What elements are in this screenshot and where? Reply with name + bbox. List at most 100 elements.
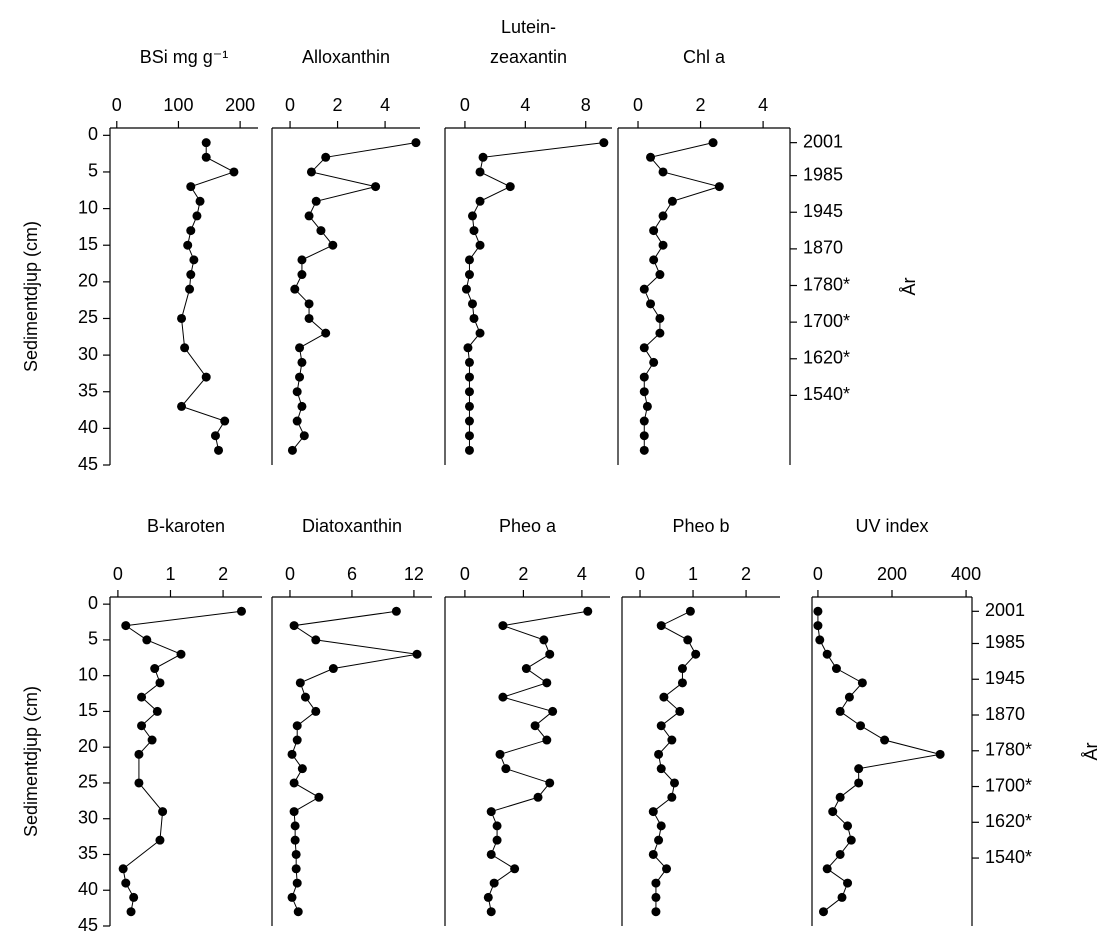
data-point xyxy=(495,749,505,759)
y2-axis-label: År xyxy=(1081,742,1101,760)
x-tick-label: 6 xyxy=(347,564,357,584)
data-point xyxy=(311,196,321,206)
data-point xyxy=(677,664,687,674)
data-point xyxy=(201,138,211,148)
y-tick-label: 45 xyxy=(78,915,98,935)
data-point xyxy=(649,357,659,367)
x-tick-label: 8 xyxy=(581,95,591,115)
data-point xyxy=(642,401,652,411)
data-point xyxy=(210,431,220,441)
data-point xyxy=(469,226,479,236)
data-point xyxy=(464,416,474,426)
data-point xyxy=(464,270,474,280)
data-point xyxy=(155,835,165,845)
data-point xyxy=(464,401,474,411)
data-point xyxy=(371,182,381,192)
data-point xyxy=(815,635,825,645)
data-point xyxy=(714,182,724,192)
x-tick-label: 12 xyxy=(404,564,424,584)
data-point xyxy=(656,621,666,631)
data-point xyxy=(675,706,685,716)
x-tick-label: 0 xyxy=(813,564,823,584)
data-point xyxy=(300,692,310,702)
data-point xyxy=(685,606,695,616)
x-tick-label: 1 xyxy=(165,564,175,584)
data-point xyxy=(654,835,664,845)
data-point xyxy=(292,735,302,745)
data-point xyxy=(651,892,661,902)
y-tick-label: 25 xyxy=(78,307,98,327)
x-tick-label: 0 xyxy=(113,564,123,584)
y-axis-label: Sedimentdjup (cm) xyxy=(21,221,41,372)
data-point xyxy=(186,270,196,280)
data-point xyxy=(464,445,474,455)
data-point xyxy=(467,211,477,221)
data-point xyxy=(195,196,205,206)
y2-tick-label: 1540* xyxy=(803,384,850,404)
data-point xyxy=(667,196,677,206)
data-point xyxy=(297,357,307,367)
panel-title: UV index xyxy=(855,516,928,536)
data-point xyxy=(126,907,136,917)
panel-title: Pheo a xyxy=(499,516,557,536)
data-point xyxy=(521,664,531,674)
y-tick-label: 10 xyxy=(78,197,98,217)
profile-line xyxy=(643,142,722,451)
data-point xyxy=(835,792,845,802)
data-point xyxy=(475,240,485,250)
data-point xyxy=(648,849,658,859)
y2-tick-label: 1700* xyxy=(985,775,1032,795)
data-point xyxy=(822,649,832,659)
data-point xyxy=(492,821,502,831)
data-point xyxy=(483,892,493,902)
data-point xyxy=(857,678,867,688)
data-point xyxy=(411,138,421,148)
x-tick-label: 0 xyxy=(460,95,470,115)
data-point xyxy=(185,284,195,294)
data-point xyxy=(311,635,321,645)
data-point xyxy=(475,196,485,206)
data-point xyxy=(708,138,718,148)
y-tick-label: 15 xyxy=(78,234,98,254)
data-point xyxy=(464,387,474,397)
data-point xyxy=(292,387,302,397)
y-tick-label: 40 xyxy=(78,417,98,437)
data-point xyxy=(469,313,479,323)
x-tick-label: 0 xyxy=(285,564,295,584)
data-point xyxy=(186,226,196,236)
data-point xyxy=(843,878,853,888)
data-point xyxy=(134,749,144,759)
data-point xyxy=(648,807,658,817)
data-point xyxy=(464,357,474,367)
y-tick-label: 0 xyxy=(88,124,98,144)
data-point xyxy=(306,167,316,177)
y-tick-label: 20 xyxy=(78,271,98,291)
data-point xyxy=(935,749,945,759)
data-point xyxy=(658,211,668,221)
data-point xyxy=(177,401,187,411)
data-point xyxy=(505,182,515,192)
y2-tick-label: 2001 xyxy=(803,131,843,151)
data-point xyxy=(176,649,186,659)
panel-title: Alloxanthin xyxy=(302,47,390,67)
x-tick-label: 0 xyxy=(460,564,470,584)
x-tick-label: 4 xyxy=(577,564,587,584)
data-point xyxy=(639,445,649,455)
data-point xyxy=(321,152,331,162)
data-point xyxy=(639,343,649,353)
data-point xyxy=(533,792,543,802)
data-point xyxy=(321,328,331,338)
data-point xyxy=(290,821,300,831)
data-point xyxy=(134,778,144,788)
data-point xyxy=(646,152,656,162)
data-point xyxy=(304,313,314,323)
data-point xyxy=(654,749,664,759)
data-point xyxy=(229,167,239,177)
data-point xyxy=(118,864,128,874)
data-point xyxy=(655,328,665,338)
data-point xyxy=(297,401,307,411)
data-point xyxy=(822,864,832,874)
data-point xyxy=(291,849,301,859)
